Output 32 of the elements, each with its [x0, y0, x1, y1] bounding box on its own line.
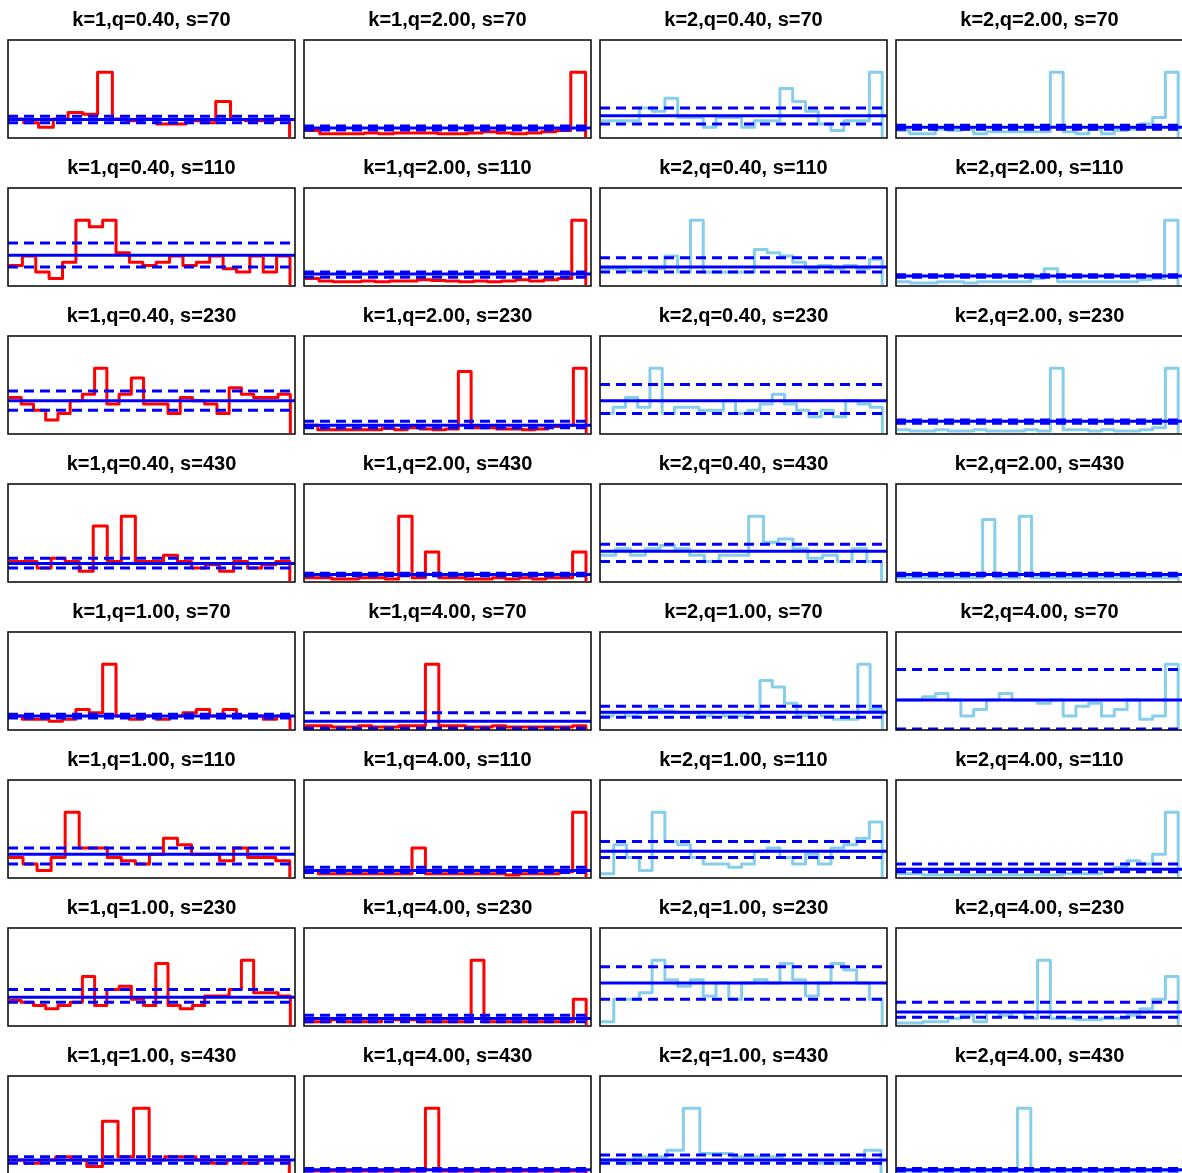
chart-title: k=2,q=1.00, s=230 [658, 896, 829, 918]
chart-title: k=1,q=0.40, s=110 [67, 156, 236, 178]
chart-title: k=1,q=4.00, s=70 [368, 600, 527, 622]
chart-title: k=1,q=1.00, s=70 [72, 600, 231, 622]
chart-title: k=1,q=1.00, s=230 [66, 896, 237, 918]
chart-title: k=1,q=4.00, s=430 [362, 1044, 533, 1066]
chart-title: k=2,q=2.00, s=70 [960, 8, 1119, 30]
chart-title: k=1,q=2.00, s=70 [368, 8, 527, 30]
chart-title: k=1,q=1.00, s=430 [66, 1044, 237, 1066]
chart-title: k=2,q=4.00, s=230 [954, 896, 1125, 918]
chart-title: k=2,q=1.00, s=110 [659, 748, 828, 770]
chart-title: k=1,q=0.40, s=230 [66, 304, 237, 326]
chart-title: k=1,q=1.00, s=110 [67, 748, 236, 770]
chart-title: k=2,q=2.00, s=230 [954, 304, 1125, 326]
chart-title: k=2,q=0.40, s=230 [658, 304, 829, 326]
chart-title: k=2,q=0.40, s=430 [658, 452, 829, 474]
chart-title: k=2,q=2.00, s=110 [955, 156, 1124, 178]
chart-title: k=2,q=2.00, s=430 [954, 452, 1125, 474]
chart-title: k=2,q=4.00, s=110 [955, 748, 1124, 770]
chart-title: k=2,q=4.00, s=70 [960, 600, 1119, 622]
chart-title: k=1,q=0.40, s=70 [72, 8, 231, 30]
chart-title: k=1,q=2.00, s=430 [362, 452, 533, 474]
chart-title: k=1,q=2.00, s=230 [362, 304, 533, 326]
chart-title: k=2,q=4.00, s=430 [954, 1044, 1125, 1066]
chart-title: k=1,q=4.00, s=230 [362, 896, 533, 918]
chart-title: k=2,q=0.40, s=110 [659, 156, 828, 178]
chart-title: k=1,q=2.00, s=110 [363, 156, 532, 178]
chart-title: k=2,q=1.00, s=430 [658, 1044, 829, 1066]
chart-title: k=2,q=0.40, s=70 [664, 8, 823, 30]
chart-title: k=1,q=0.40, s=430 [66, 452, 237, 474]
chart-title: k=1,q=4.00, s=110 [363, 748, 532, 770]
chart-title: k=2,q=1.00, s=70 [664, 600, 823, 622]
